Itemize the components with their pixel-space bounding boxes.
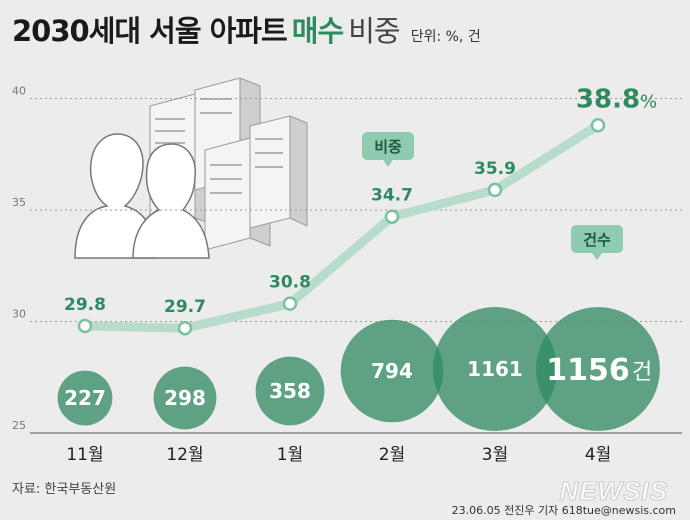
ratio-value-label: 35.9: [474, 159, 516, 179]
source-note: 자료: 한국부동산원: [12, 482, 117, 497]
count-bubble: [255, 356, 325, 426]
count-bubble: [57, 370, 113, 426]
x-tick-label: 11월: [66, 445, 103, 465]
ratio-unit-label: %: [640, 91, 657, 112]
ratio-marker: [282, 296, 298, 311]
ratio-value-label: 29.8: [64, 295, 106, 315]
count-bubble: [536, 307, 660, 431]
count-callout-text: 건수: [583, 231, 611, 249]
unit-label: 단위: %, 건: [410, 29, 481, 45]
count-value-label: 1156: [546, 353, 630, 388]
ratio-marker: [487, 182, 503, 198]
ratio-marker: [77, 318, 93, 334]
ratio-marker: [590, 118, 606, 133]
ratio-callout-text: 비중: [374, 138, 402, 156]
ratio-callout-pointer: [383, 160, 393, 167]
count-bubble: [340, 319, 444, 423]
ratio-value-label: 34.7: [371, 186, 413, 206]
ratio-value-label-last: 38.8: [576, 84, 640, 114]
count-bubble: [433, 307, 557, 431]
ratio-marker: [177, 320, 193, 336]
x-tick-label: 3월: [482, 445, 508, 465]
title-accent: 매수: [291, 14, 344, 48]
y-tick-label: 25: [12, 419, 26, 432]
x-tick-label: 1월: [277, 445, 303, 465]
count-value-label: 298: [164, 386, 206, 410]
ratio-marker: [384, 209, 400, 224]
y-tick-label: 30: [12, 308, 26, 321]
y-tick-label: 35: [12, 196, 26, 209]
y-tick-label: 40: [12, 85, 26, 98]
count-bubble: [153, 366, 217, 430]
count-value-label: 358: [269, 379, 311, 403]
title-tail: 비중: [348, 14, 400, 48]
newsis-logo: NEWSIS: [559, 476, 668, 507]
ratio-line: [80, 120, 603, 333]
count-callout-box: [571, 225, 623, 253]
count-callout: 건수: [571, 225, 623, 260]
count-unit-label: 건: [632, 360, 652, 385]
count-callout-pointer: [592, 253, 602, 260]
count-value-label: 794: [371, 359, 413, 383]
credit-line: 23.06.05 전진우 기자 618tue@newsis.com: [451, 504, 676, 517]
x-tick-label: 12월: [166, 445, 203, 465]
count-value-label: 1161: [467, 357, 523, 381]
ratio-value-label: 29.7: [164, 297, 206, 317]
ratio-callout: 비중: [362, 132, 414, 167]
count-value-label: 227: [64, 386, 106, 410]
ratio-value-label: 30.8: [269, 273, 311, 293]
title-main: 2030세대 서울 아파트: [12, 14, 288, 48]
x-tick-label: 2월: [379, 445, 405, 465]
x-tick-label: 4월: [585, 445, 611, 465]
chart-title: 2030세대 서울 아파트 매수 비중 단위: %, 건: [12, 8, 481, 50]
ratio-callout-box: [362, 132, 414, 160]
